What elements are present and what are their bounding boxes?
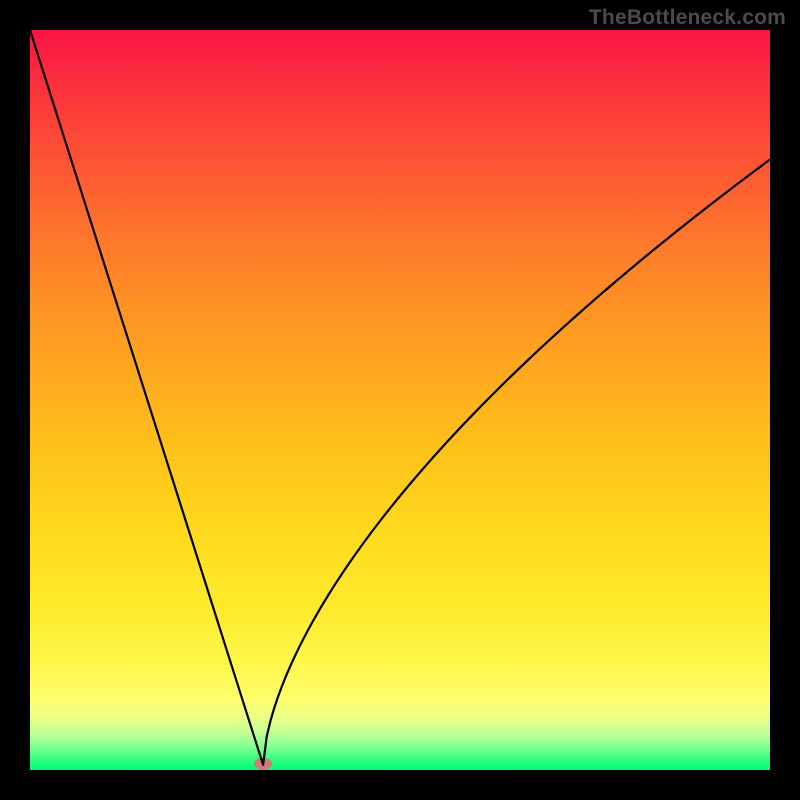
bottleneck-chart xyxy=(0,0,800,800)
plot-area-background xyxy=(30,30,770,770)
chart-container: { "chart": { "type": "line", "width": 80… xyxy=(0,0,800,800)
watermark-text: TheBottleneck.com xyxy=(589,6,786,30)
